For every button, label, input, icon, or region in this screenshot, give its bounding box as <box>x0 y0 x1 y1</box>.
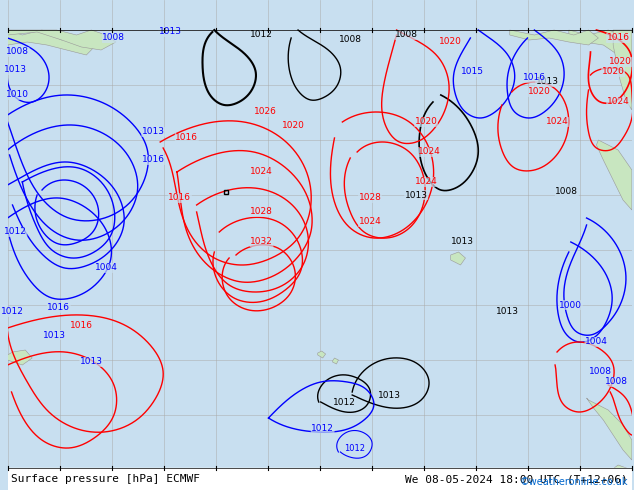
Polygon shape <box>451 252 465 265</box>
Text: 1004: 1004 <box>94 264 117 272</box>
Text: 1004: 1004 <box>585 338 608 346</box>
Text: 1008: 1008 <box>6 48 29 56</box>
Text: 1013: 1013 <box>158 27 181 36</box>
Text: 1024: 1024 <box>415 177 437 187</box>
Text: 1016: 1016 <box>70 320 93 329</box>
Polygon shape <box>586 398 632 460</box>
Polygon shape <box>8 350 32 365</box>
Polygon shape <box>332 358 339 364</box>
Text: 1008: 1008 <box>589 368 612 376</box>
Text: 1012: 1012 <box>311 423 334 433</box>
Text: 1012: 1012 <box>4 227 27 237</box>
Text: 1024: 1024 <box>607 98 630 106</box>
Text: 1020: 1020 <box>439 38 462 47</box>
Text: 1000: 1000 <box>559 300 582 310</box>
Text: 1020: 1020 <box>415 118 437 126</box>
Text: 1015: 1015 <box>461 68 484 76</box>
Text: 1020: 1020 <box>609 57 631 67</box>
Text: 1016: 1016 <box>48 303 70 313</box>
Text: 1010: 1010 <box>6 91 29 99</box>
Text: 1013: 1013 <box>43 330 67 340</box>
Text: 1032: 1032 <box>250 238 273 246</box>
Polygon shape <box>614 465 632 490</box>
Text: 1013: 1013 <box>142 127 165 137</box>
Text: 1026: 1026 <box>254 107 277 117</box>
Text: 1013: 1013 <box>4 66 27 74</box>
Text: 1024: 1024 <box>250 168 273 176</box>
Text: 1024: 1024 <box>359 218 381 226</box>
Bar <box>8 468 632 490</box>
Text: 1008: 1008 <box>395 30 418 40</box>
Text: 1013: 1013 <box>451 238 474 246</box>
Polygon shape <box>8 30 116 50</box>
Text: 1028: 1028 <box>358 194 382 202</box>
Text: 1013: 1013 <box>80 358 103 367</box>
Text: ©weatheronline.co.uk: ©weatheronline.co.uk <box>519 477 628 487</box>
Text: 1016: 1016 <box>175 133 198 143</box>
Text: 1020: 1020 <box>528 88 551 97</box>
Text: Surface pressure [hPa] ECMWF: Surface pressure [hPa] ECMWF <box>11 474 200 484</box>
Text: 1008: 1008 <box>605 377 628 387</box>
Text: 1016: 1016 <box>142 155 165 165</box>
Text: 1013: 1013 <box>496 308 519 317</box>
Text: 1024: 1024 <box>546 118 569 126</box>
Polygon shape <box>318 351 326 358</box>
Text: 1013: 1013 <box>536 77 559 87</box>
Text: 1016: 1016 <box>607 33 630 43</box>
Text: 1016: 1016 <box>169 194 191 202</box>
Text: 1016: 1016 <box>523 74 546 82</box>
Text: 1008: 1008 <box>555 188 578 196</box>
Text: 1024: 1024 <box>418 147 441 156</box>
Text: 1028: 1028 <box>250 207 273 217</box>
Polygon shape <box>510 30 598 45</box>
Text: 1013: 1013 <box>404 191 428 199</box>
Text: 1012: 1012 <box>250 30 273 40</box>
Polygon shape <box>8 30 96 55</box>
Polygon shape <box>569 30 632 60</box>
Text: 1012: 1012 <box>344 443 365 452</box>
Text: 1013: 1013 <box>378 391 401 399</box>
Text: 1020: 1020 <box>281 121 304 129</box>
Polygon shape <box>597 140 632 210</box>
Text: 1008: 1008 <box>103 33 126 43</box>
Text: 1012: 1012 <box>1 308 24 317</box>
Text: 1008: 1008 <box>339 35 362 45</box>
Text: 1012: 1012 <box>333 397 356 407</box>
Text: We 08-05-2024 18:00 UTC (T+12+06): We 08-05-2024 18:00 UTC (T+12+06) <box>405 474 628 484</box>
Text: 1020: 1020 <box>602 68 624 76</box>
Polygon shape <box>613 30 632 110</box>
